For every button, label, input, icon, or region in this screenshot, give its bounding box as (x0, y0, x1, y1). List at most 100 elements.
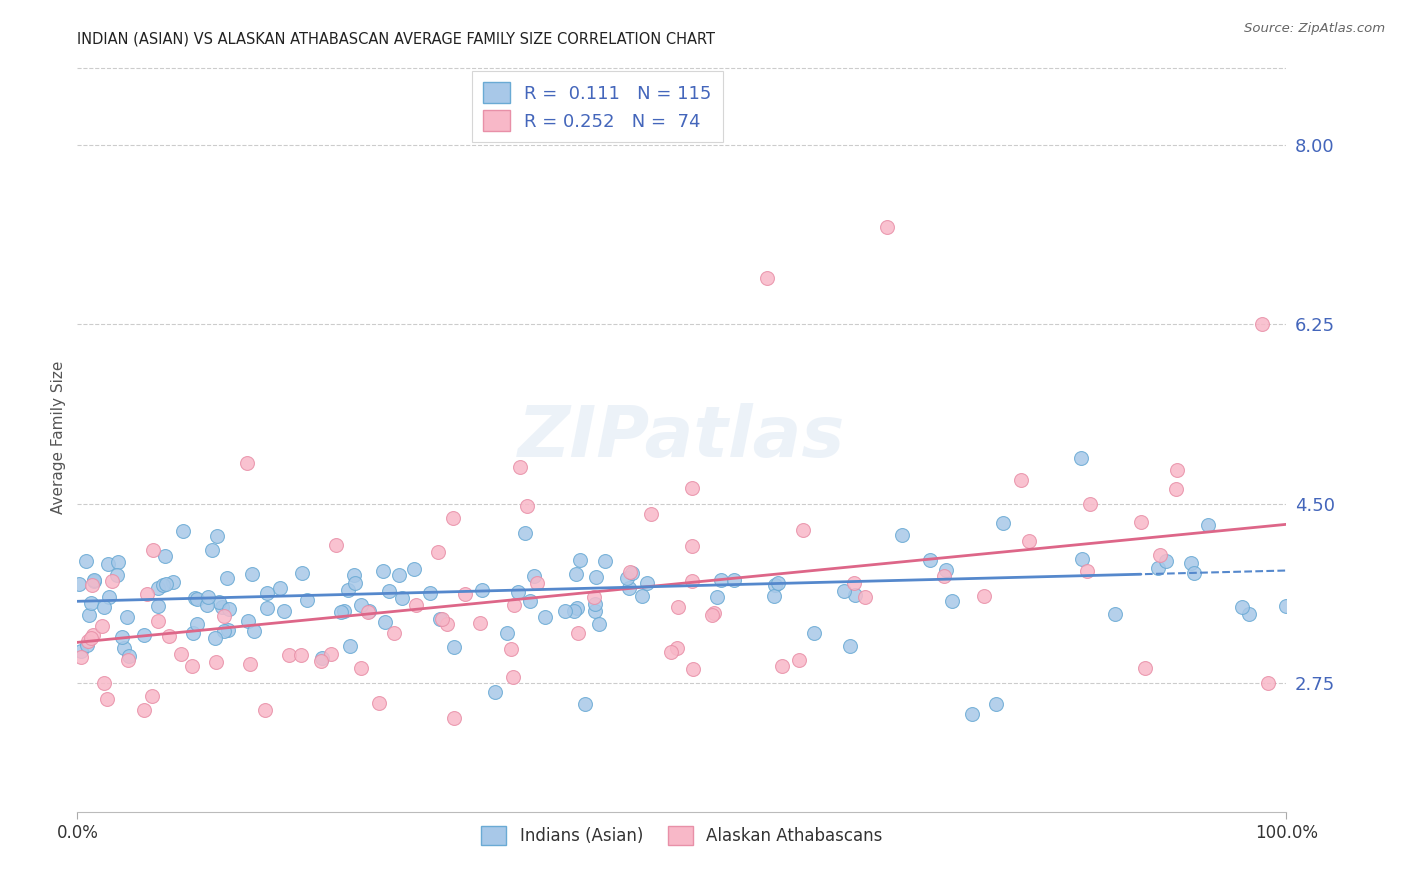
Point (723, 573, 745, 587)
Point (426, 545, 449, 559)
Point (430, 612, 453, 626)
Point (509, 460, 531, 475)
Point (378, 584, 401, 599)
Point (441, 511, 464, 525)
Point (70, 643, 93, 657)
Point (1164, 483, 1187, 497)
Text: Source: ZipAtlas.com: Source: ZipAtlas.com (1244, 22, 1385, 36)
Point (388, 567, 411, 582)
Point (83, 574, 105, 588)
Point (117, 648, 139, 663)
Point (146, 614, 169, 628)
Point (333, 604, 356, 618)
Point (1018, 533, 1040, 548)
Point (107, 555, 129, 569)
Point (503, 599, 526, 613)
Point (681, 539, 703, 553)
Point (565, 600, 588, 615)
Point (152, 578, 174, 592)
Point (620, 566, 643, 580)
Point (515, 526, 537, 541)
Point (67, 576, 90, 591)
Point (90, 619, 112, 633)
Point (204, 631, 226, 645)
Point (93, 599, 115, 614)
Point (853, 590, 876, 604)
Point (321, 648, 343, 662)
Point (454, 587, 477, 601)
Point (278, 648, 301, 662)
Point (212, 624, 235, 638)
Text: ZIPatlas: ZIPatlas (519, 402, 845, 472)
Point (516, 499, 538, 513)
Point (468, 616, 491, 631)
Point (404, 562, 426, 576)
Point (499, 642, 522, 657)
Point (973, 590, 995, 604)
Point (616, 571, 638, 585)
Point (890, 528, 912, 542)
Point (588, 617, 610, 632)
Point (207, 529, 229, 543)
Point (582, 590, 605, 604)
Point (569, 553, 592, 567)
Point (574, 697, 596, 711)
Point (755, 271, 778, 285)
Point (1257, 676, 1279, 690)
Point (184, 591, 207, 605)
Point (934, 569, 956, 583)
Point (636, 576, 658, 591)
Point (170, 647, 193, 661)
Point (83, 573, 105, 587)
Point (204, 655, 226, 669)
Point (941, 593, 963, 607)
Point (1076, 564, 1098, 578)
Point (76, 639, 98, 653)
Point (1147, 561, 1170, 575)
Point (792, 523, 814, 537)
Point (339, 639, 361, 653)
Point (240, 566, 263, 581)
Point (1078, 497, 1101, 511)
Point (1237, 607, 1260, 621)
Point (235, 456, 257, 470)
Point (526, 575, 548, 590)
Point (681, 482, 703, 496)
Point (583, 604, 606, 618)
Point (1156, 554, 1178, 568)
Point (935, 563, 957, 577)
Point (803, 625, 825, 640)
Point (349, 598, 371, 612)
Point (290, 648, 312, 663)
Point (991, 516, 1014, 531)
Point (134, 628, 156, 642)
Point (142, 542, 165, 557)
Point (146, 581, 169, 595)
Point (70, 650, 93, 665)
Point (76, 633, 98, 648)
Point (162, 574, 184, 589)
Point (350, 660, 373, 674)
Point (311, 651, 333, 665)
Point (356, 605, 378, 619)
Point (197, 591, 219, 605)
Point (212, 609, 235, 624)
Point (157, 629, 180, 643)
Point (295, 593, 318, 607)
Point (443, 711, 465, 725)
Point (443, 640, 465, 654)
Point (256, 586, 278, 600)
Point (330, 605, 353, 619)
Point (918, 553, 941, 567)
Point (132, 703, 155, 717)
Point (218, 601, 240, 615)
Point (419, 585, 441, 599)
Point (374, 615, 396, 630)
Point (357, 604, 380, 618)
Point (148, 599, 170, 613)
Point (640, 507, 662, 521)
Point (1230, 599, 1253, 614)
Point (343, 567, 366, 582)
Point (666, 599, 689, 614)
Point (484, 685, 506, 699)
